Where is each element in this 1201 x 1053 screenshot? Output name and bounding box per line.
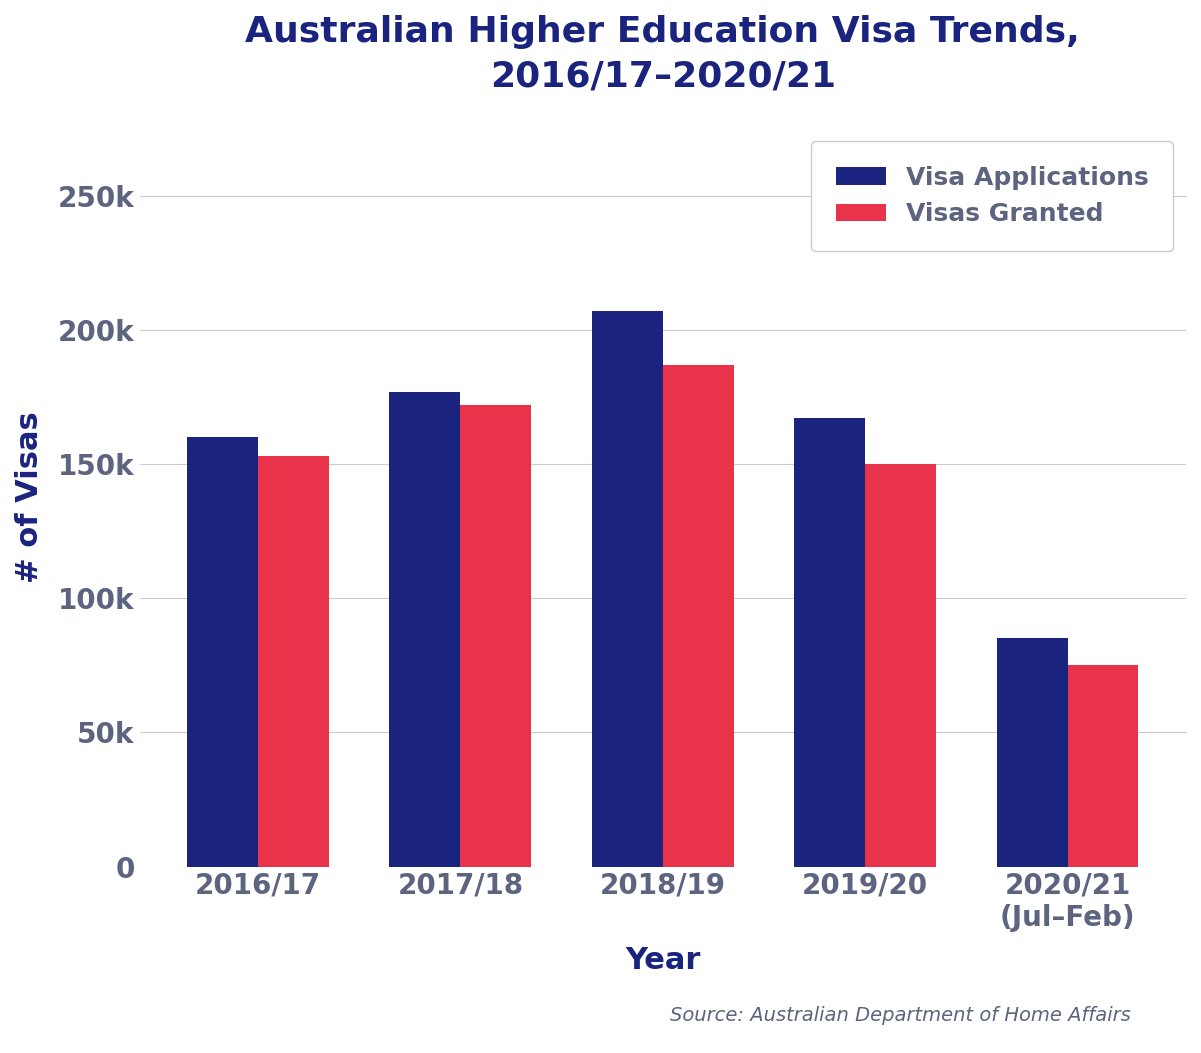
Bar <box>997 638 1068 867</box>
Bar <box>460 405 531 867</box>
Y-axis label: # of Visas: # of Visas <box>14 412 44 583</box>
Text: Source: Australian Department of Home Affairs: Source: Australian Department of Home Af… <box>670 1007 1131 1026</box>
Bar <box>865 464 936 867</box>
Legend: Visa Applications, Visas Granted: Visa Applications, Visas Granted <box>811 141 1173 252</box>
Bar <box>663 364 734 867</box>
Bar <box>389 392 460 867</box>
X-axis label: Year: Year <box>625 946 700 975</box>
Bar <box>258 456 329 867</box>
Bar <box>794 418 865 867</box>
Bar <box>1068 665 1139 867</box>
Title: Australian Higher Education Visa Trends,
2016/17–2020/21: Australian Higher Education Visa Trends,… <box>245 15 1080 94</box>
Bar <box>187 437 258 867</box>
Bar <box>592 311 663 867</box>
